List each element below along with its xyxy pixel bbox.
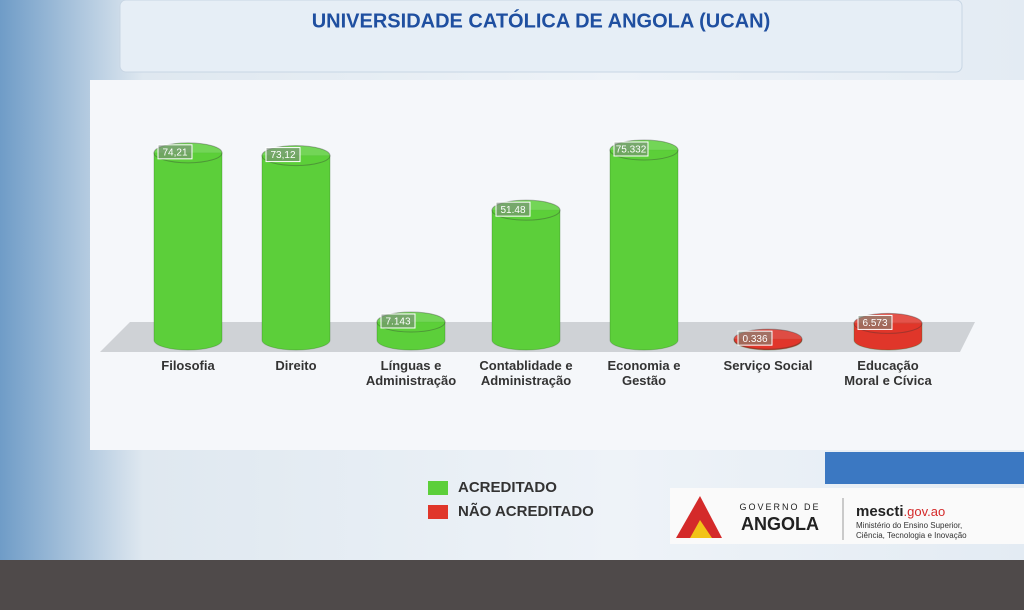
legend-swatch	[428, 505, 448, 519]
logo-mark	[690, 520, 712, 538]
x-tick-label: Serviço Social	[723, 358, 813, 373]
bar	[261, 155, 331, 351]
chart: UNIVERSIDADE CATÓLICA DE ANGOLA (UCAN) G…	[90, 0, 1024, 544]
data-label-box	[265, 147, 301, 163]
ministry-line2: Ciência, Tecnologia e Inovação	[856, 531, 967, 540]
site-name: mescti	[856, 503, 904, 520]
data-label: 6.573	[862, 318, 887, 329]
bottom-strip	[0, 560, 1024, 610]
data-label-box	[157, 144, 193, 160]
data-label-box	[737, 330, 773, 346]
legend-label: ACREDITADO	[458, 479, 557, 496]
data-label: 74,21	[162, 147, 187, 158]
x-tick-label: Educação Moral e Cívica	[844, 358, 932, 388]
x-tick-label: Filosofia	[161, 358, 215, 373]
gov-line1: GOVERNO DE	[739, 502, 820, 512]
accent	[825, 452, 1024, 484]
gov-line2: ANGOLA	[741, 514, 819, 534]
x-tick-label: Economia e Gestão	[607, 358, 681, 388]
title-box	[119, 0, 963, 73]
data-label-box	[495, 201, 531, 217]
ministry-line1: Ministério do Ensino Superior,	[856, 521, 962, 530]
logo-box	[670, 488, 1024, 544]
logo-mark	[676, 496, 722, 538]
data-label-box	[380, 313, 416, 329]
data-label-box	[613, 141, 649, 157]
x-tick-label: Direito	[275, 358, 317, 373]
chart-title: UNIVERSIDADE CATÓLICA DE ANGOLA (UCAN)	[312, 8, 771, 32]
x-tick-label: Contablidade e Administração	[479, 358, 573, 388]
data-label: 73,12	[270, 150, 295, 161]
bar	[153, 152, 223, 351]
data-label: 51.48	[500, 205, 525, 216]
data-label: 0.336	[742, 334, 767, 345]
bar	[609, 149, 679, 351]
x-tick-label: Línguas e Administração	[365, 358, 457, 388]
legend-label: NÃO ACREDITADO	[458, 502, 594, 520]
site: mescti.gov.ao	[856, 503, 945, 520]
data-label: 7.143	[385, 317, 410, 328]
site-domain: .gov.ao	[904, 504, 946, 519]
data-label-box	[857, 314, 893, 330]
legend-swatch	[428, 481, 448, 495]
bar	[491, 209, 561, 351]
data-label: 75.332	[616, 145, 647, 156]
